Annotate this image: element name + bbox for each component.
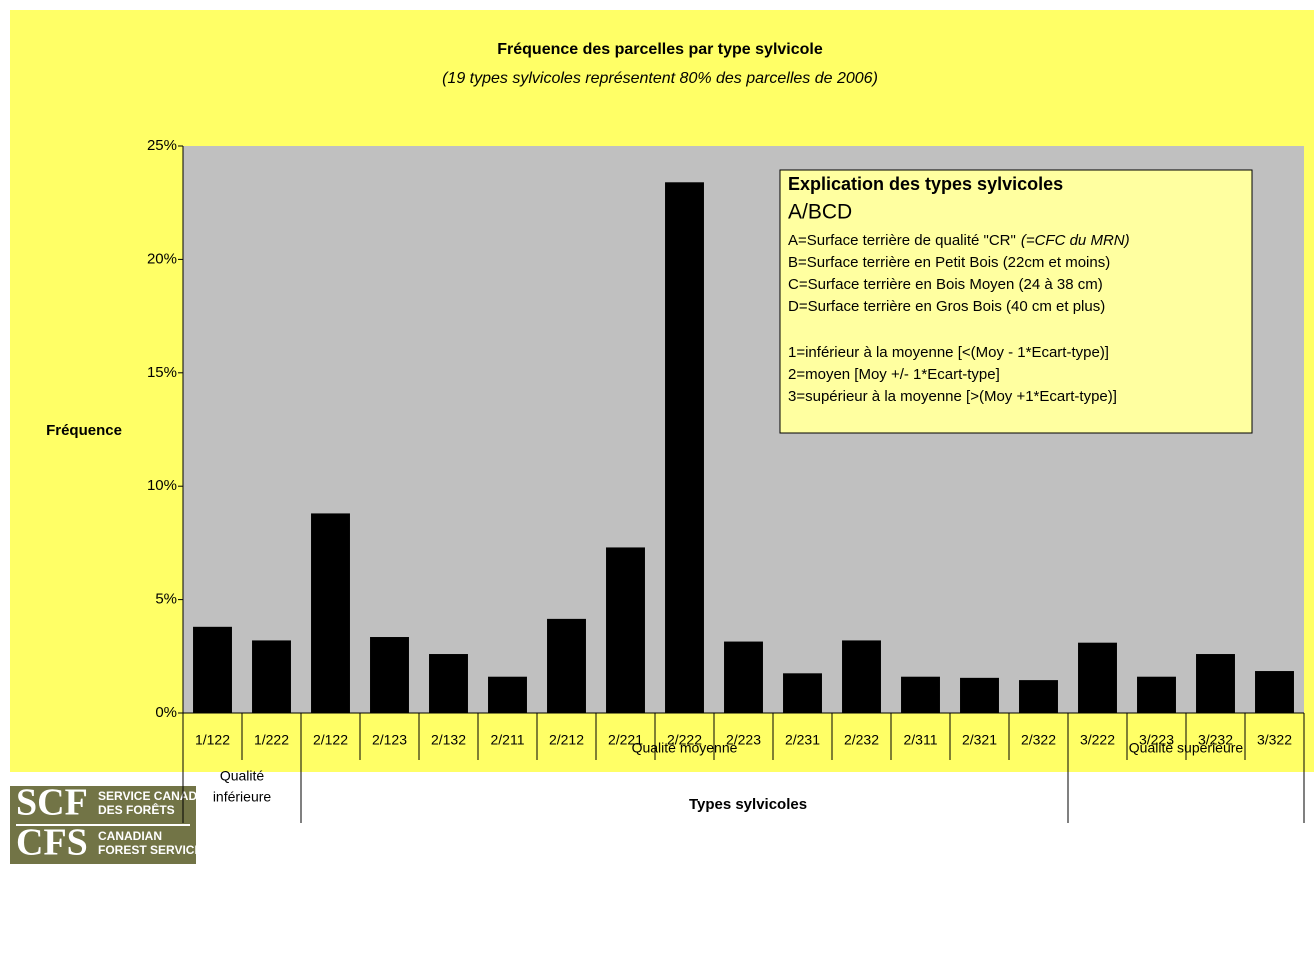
x-tick-label: 2/212: [549, 732, 584, 748]
logo-abbr: CFS: [16, 822, 88, 864]
annotation-text: D=Surface terrière en Gros Bois (40 cm e…: [788, 298, 1105, 315]
x-tick-label: 2/311: [904, 732, 938, 748]
y-tick-label: 10%: [147, 477, 177, 494]
y-tick-label: 0%: [155, 704, 177, 721]
bar: [547, 618, 586, 713]
bar: [488, 676, 527, 713]
bar: [252, 640, 291, 713]
x-tick-label: 2/321: [962, 732, 997, 748]
y-axis-title: Fréquence: [46, 422, 122, 439]
bar: [1196, 654, 1235, 713]
x-tick-label: 3/223: [1139, 732, 1174, 748]
bar: [1137, 676, 1176, 713]
bar: [311, 513, 350, 713]
y-tick-label: 5%: [155, 591, 177, 608]
group-label: Qualité: [220, 768, 265, 784]
annotation-subtitle: A/BCD: [788, 201, 852, 224]
logo: SCF SERVICE CANADIEN DES FORÊTS CFS CANA…: [10, 782, 217, 864]
x-tick-label: 2/322: [1021, 732, 1056, 748]
logo-text: DES FORÊTS: [98, 802, 175, 817]
bar: [783, 673, 822, 713]
annotation-line: 1=inférieur à la moyenne [<(Moy - 1*Ecar…: [788, 344, 1109, 361]
y-tick-label: 15%: [147, 364, 177, 381]
group-label: inférieure: [213, 789, 272, 805]
bar: [1019, 680, 1058, 713]
chart-title: Fréquence des parcelles par type sylvico…: [497, 41, 823, 58]
y-tick-label: 20%: [147, 250, 177, 267]
chart-subtitle: (19 types sylvicoles représentent 80% de…: [442, 70, 878, 87]
bar: [1255, 671, 1294, 713]
x-tick-label: 3/322: [1257, 732, 1292, 748]
annotation-line: 2=moyen [Moy +/- 1*Ecart-type]: [788, 366, 1000, 383]
annotation-line: B=Surface terrière en Petit Bois (22cm e…: [788, 254, 1110, 271]
x-tick-label: 3/232: [1198, 732, 1233, 748]
bar: [960, 677, 999, 713]
bar: [370, 637, 409, 713]
annotation-note: (=CFC du MRN): [1021, 232, 1130, 249]
annotation-line: C=Surface terrière en Bois Moyen (24 à 3…: [788, 276, 1103, 293]
x-tick-label: 2/132: [431, 732, 466, 748]
x-tick-label: 2/123: [372, 732, 407, 748]
x-tick-label: 2/221: [608, 732, 643, 748]
bar: [842, 640, 881, 713]
bar: [606, 547, 645, 713]
bar: [724, 641, 763, 713]
logo-text: CANADIAN: [98, 829, 162, 843]
bar: [1078, 642, 1117, 713]
x-tick-label: 1/222: [254, 732, 289, 748]
bar: [429, 654, 468, 713]
x-tick-label: 2/211: [491, 732, 525, 748]
annotation-line: A=Surface terrière de qualité "CR" (=CFC …: [788, 232, 1130, 249]
logo-text: SERVICE CANADIEN: [98, 789, 217, 803]
bar: [901, 676, 940, 713]
logo-abbr: SCF: [16, 782, 88, 824]
annotation-line: D=Surface terrière en Gros Bois (40 cm e…: [788, 298, 1105, 315]
annotation-text: A=Surface terrière de qualité "CR": [788, 232, 1016, 249]
x-tick-label: 3/222: [1080, 732, 1115, 748]
group-label: Qualité moyenne: [632, 740, 738, 756]
group-label: Qualité supérieure: [1129, 740, 1244, 756]
y-tick-label: 25%: [147, 137, 177, 154]
x-tick-label: 2/232: [844, 732, 879, 748]
bar: [665, 182, 704, 714]
bar: [193, 626, 232, 713]
annotation-title: Explication des types sylvicoles: [788, 174, 1063, 194]
logo-text: FOREST SERVICE: [98, 843, 202, 857]
x-tick-label: 2/223: [726, 732, 761, 748]
x-axis-title: Types sylvicoles: [689, 796, 807, 813]
annotation-line: 3=supérieur à la moyenne [>(Moy +1*Ecart…: [788, 388, 1117, 405]
x-tick-label: 2/222: [667, 732, 702, 748]
annotation-text: C=Surface terrière en Bois Moyen (24 à 3…: [788, 276, 1103, 293]
annotation-box: [779, 169, 1253, 434]
annotation-text: B=Surface terrière en Petit Bois (22cm e…: [788, 254, 1110, 271]
x-tick-label: 1/122: [195, 732, 230, 748]
x-tick-label: 2/231: [785, 732, 820, 748]
x-tick-label: 2/122: [313, 732, 348, 748]
